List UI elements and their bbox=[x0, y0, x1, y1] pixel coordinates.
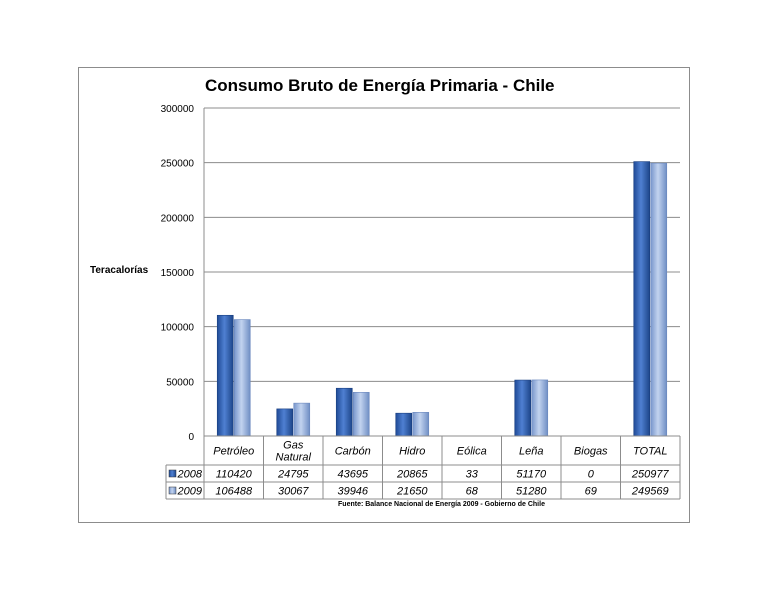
legend-key-2008 bbox=[168, 469, 177, 478]
source-note: Fuente: Balance Nacional de Energía 2009… bbox=[338, 501, 545, 508]
data-label: 33 bbox=[466, 469, 479, 481]
x-tick-label-line: Petróleo bbox=[213, 446, 254, 458]
bar-2009-2 bbox=[352, 392, 370, 437]
x-tick-label: Leña bbox=[519, 446, 543, 458]
bar-2009-1 bbox=[293, 402, 311, 437]
data-label: 51280 bbox=[516, 486, 547, 498]
chart-frame bbox=[78, 67, 690, 523]
data-label: 250977 bbox=[631, 469, 670, 481]
y-tick-label: 150000 bbox=[161, 268, 195, 279]
x-tick-label: Petróleo bbox=[213, 446, 254, 458]
data-label: 110420 bbox=[216, 469, 253, 481]
bar-2009-5 bbox=[531, 379, 549, 437]
data-label: 0 bbox=[588, 469, 595, 481]
y-tick-label: 100000 bbox=[161, 323, 195, 334]
x-tick-label: Carbón bbox=[335, 446, 371, 458]
x-tick-label-line: Eólica bbox=[457, 446, 487, 458]
y-tick-label: 250000 bbox=[161, 159, 195, 170]
data-label: 68 bbox=[466, 486, 479, 498]
x-tick-label: Biogas bbox=[574, 446, 608, 458]
data-label: 249569 bbox=[631, 486, 669, 498]
x-tick-label-line: Biogas bbox=[574, 446, 608, 458]
y-tick-label: 50000 bbox=[166, 377, 194, 388]
data-label: 21650 bbox=[396, 486, 428, 498]
bar-2008-3 bbox=[395, 412, 413, 437]
data-label: 69 bbox=[585, 486, 597, 498]
bar-2009-0 bbox=[233, 319, 251, 437]
y-axis-label: Teracalorías bbox=[90, 265, 149, 276]
legend-label-2009: 2009 bbox=[177, 486, 202, 498]
x-tick-label: Gas Natural bbox=[276, 440, 312, 464]
bar-2008-1 bbox=[276, 408, 294, 437]
chart-title: Consumo Bruto de Energía Primaria - Chil… bbox=[205, 76, 555, 95]
data-label: 106488 bbox=[215, 486, 253, 498]
data-label: 24795 bbox=[277, 469, 309, 481]
bar-2008-0 bbox=[216, 314, 234, 437]
x-tick-label-line: Gas bbox=[283, 440, 304, 452]
x-tick-label-line: Natural bbox=[276, 452, 312, 464]
data-label: 30067 bbox=[278, 486, 309, 498]
x-tick-label-line: TOTAL bbox=[633, 446, 667, 458]
bar-2008-7 bbox=[633, 161, 651, 437]
bar-2009-3 bbox=[412, 412, 430, 437]
data-label: 20865 bbox=[396, 469, 428, 481]
bar-2008-2 bbox=[335, 387, 353, 437]
x-tick-label: Eólica bbox=[457, 446, 487, 458]
bar-2009-7 bbox=[650, 162, 668, 437]
data-label: 43695 bbox=[337, 469, 368, 481]
x-tick-label-line: Leña bbox=[519, 446, 543, 458]
y-tick-label: 300000 bbox=[161, 104, 195, 115]
x-tick-label: Hidro bbox=[399, 446, 425, 458]
x-tick-label-line: Hidro bbox=[399, 446, 425, 458]
y-tick-label: 200000 bbox=[161, 213, 195, 224]
bar-2008-5 bbox=[514, 379, 532, 437]
data-label: 51170 bbox=[516, 469, 547, 481]
x-tick-label: TOTAL bbox=[633, 446, 667, 458]
y-tick-label: 0 bbox=[188, 432, 194, 443]
data-label: 39946 bbox=[337, 486, 368, 498]
legend-key-2009 bbox=[168, 486, 177, 495]
x-tick-label-line: Carbón bbox=[335, 446, 371, 458]
legend-label-2008: 2008 bbox=[177, 469, 203, 481]
